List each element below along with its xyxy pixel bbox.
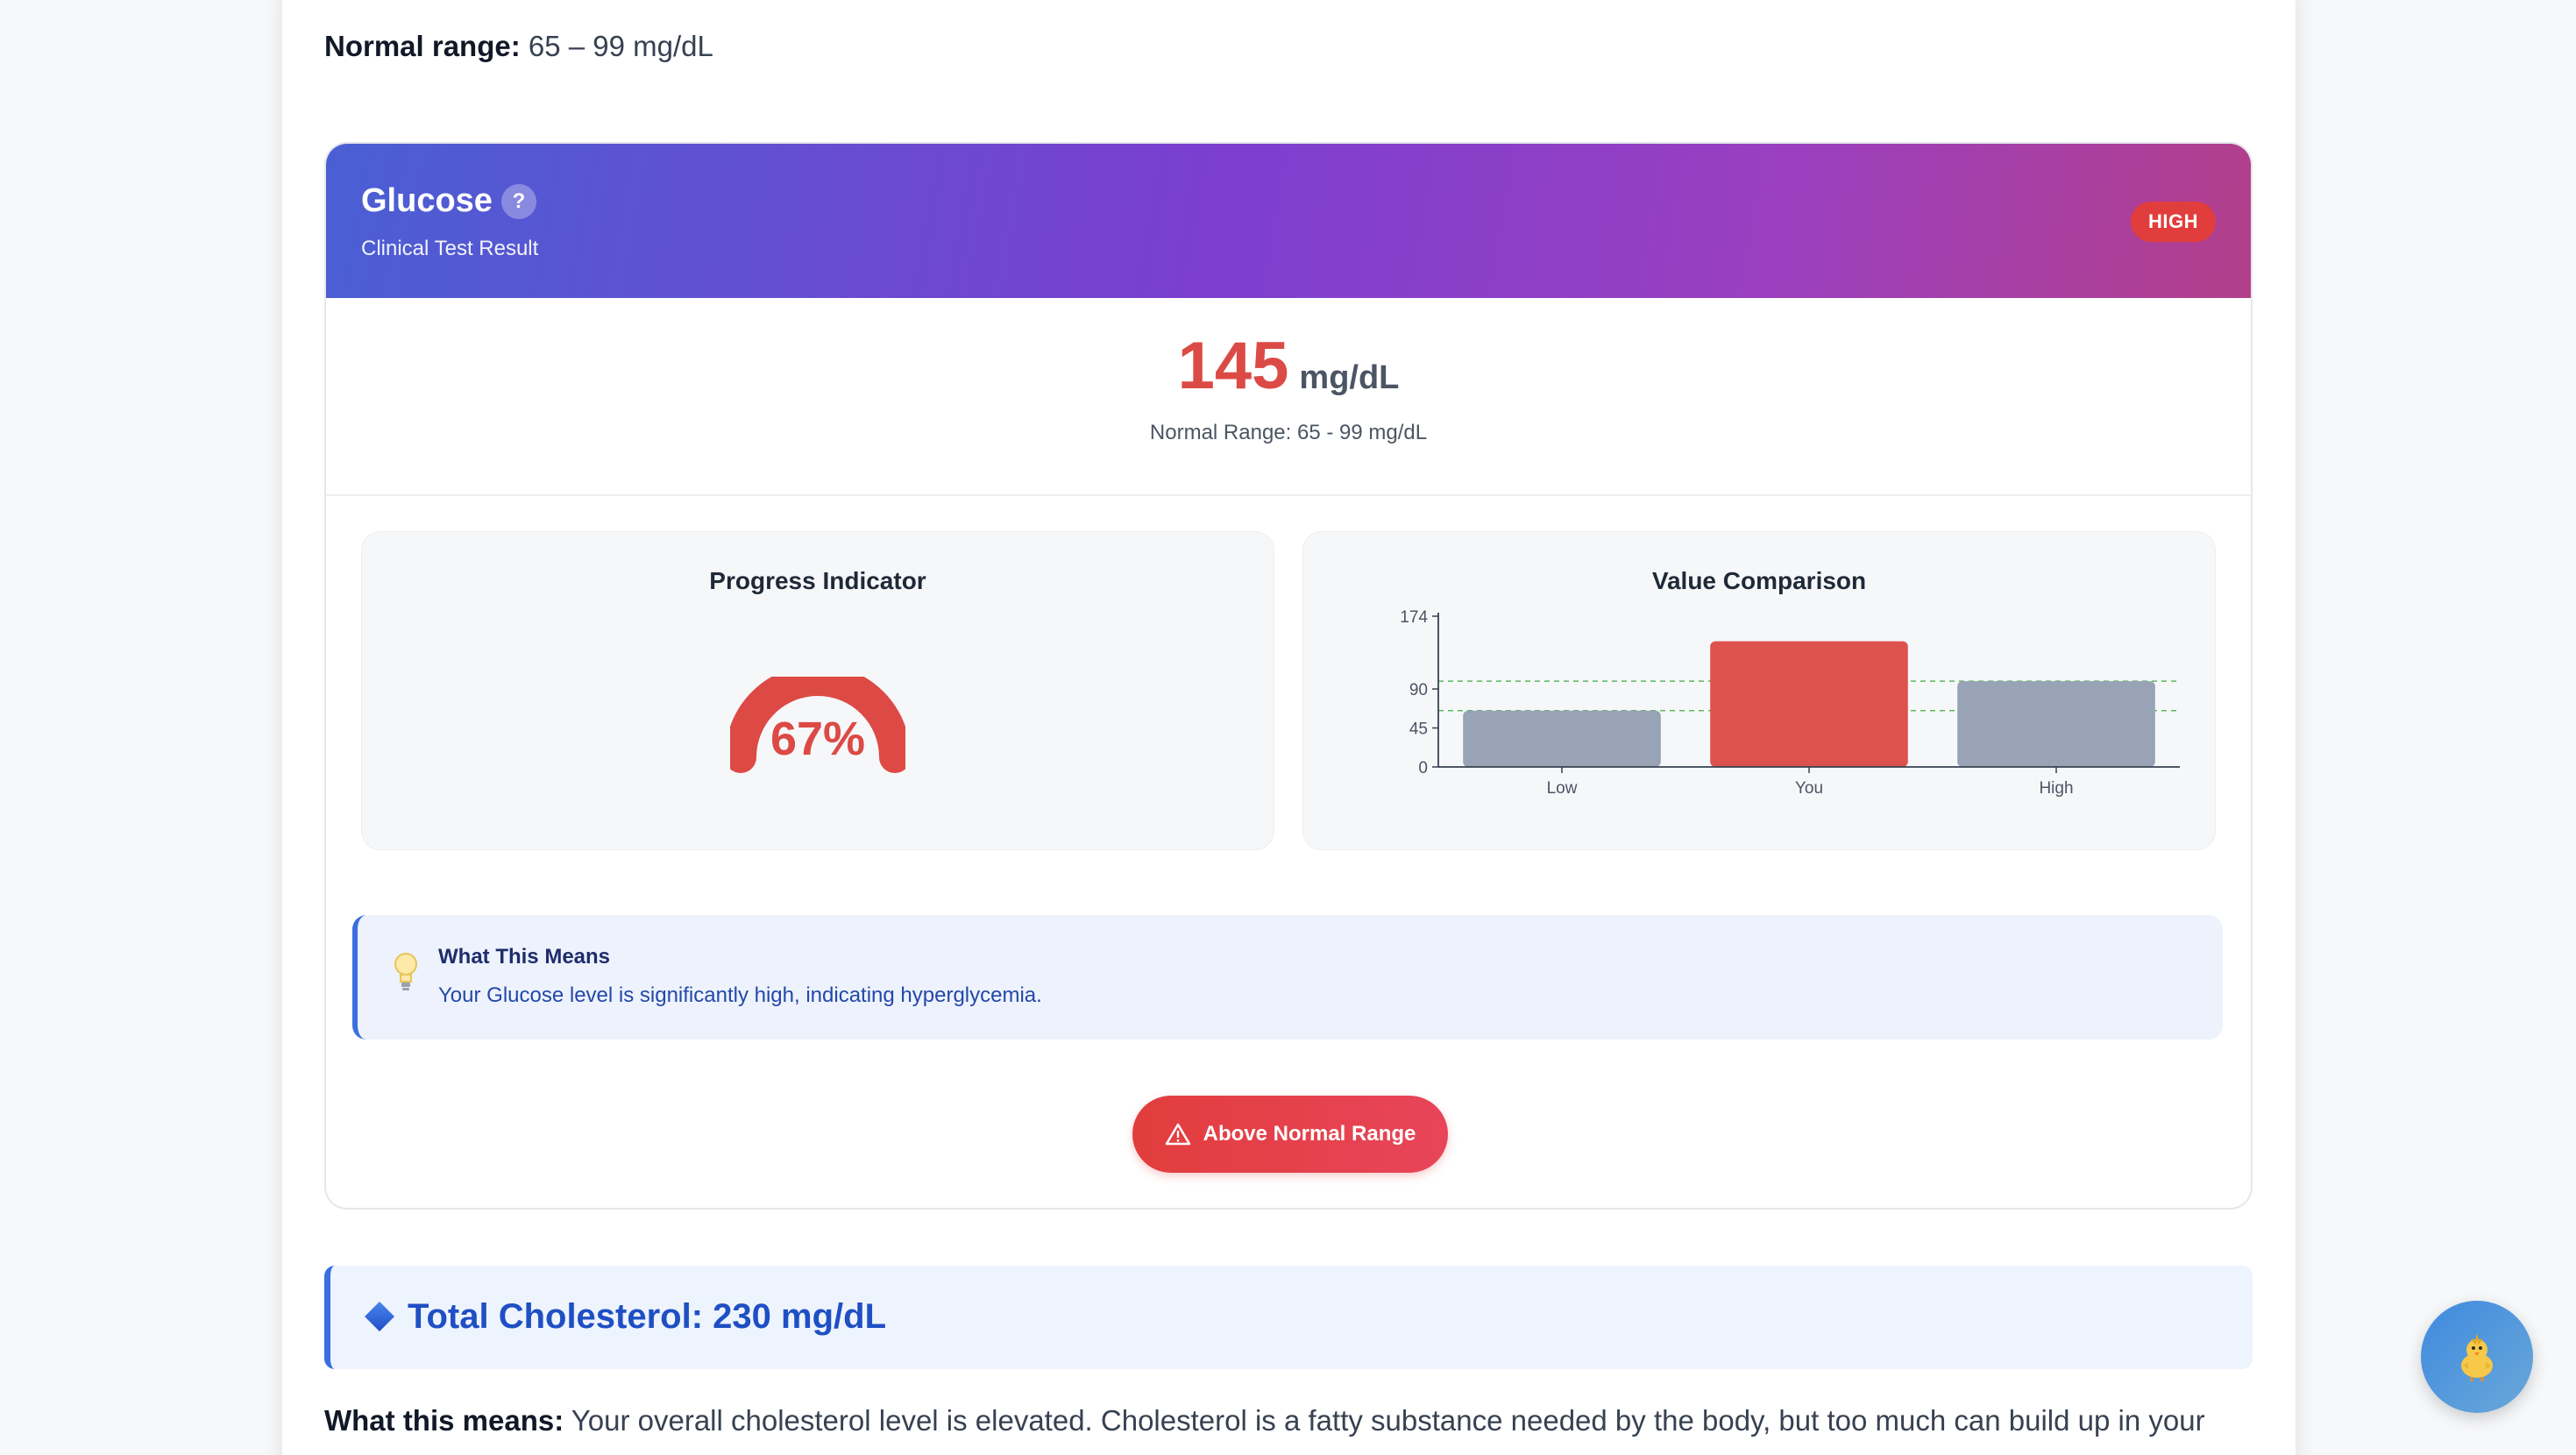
- bar-low: [1463, 710, 1661, 767]
- chick-icon: [2461, 1333, 2493, 1381]
- what-this-means-box: What This Means Your Glucose level is si…: [352, 915, 2223, 1040]
- meaning-label: What this means:: [324, 1404, 564, 1437]
- x-tick-label: You: [1795, 779, 1823, 798]
- test-subtitle: Clinical Test Result: [361, 237, 539, 260]
- glucose-result-card: Glucose ? Clinical Test Result HIGH 145 m…: [324, 142, 2253, 1210]
- test-name: Glucose: [361, 182, 493, 219]
- gauge-percent: 67%: [770, 713, 866, 765]
- lightbulb-icon: [394, 953, 417, 990]
- card-header: Glucose ? Clinical Test Result HIGH: [326, 144, 2251, 298]
- status-badge: HIGH: [2131, 202, 2216, 242]
- divider: [326, 494, 2251, 496]
- y-tick-label: 90: [1409, 681, 1428, 699]
- help-icon[interactable]: ?: [501, 184, 536, 219]
- y-tick-label: 174: [1400, 608, 1428, 627]
- bar-you: [1710, 641, 1908, 767]
- value-comparison-title: Value Comparison: [1651, 567, 1867, 594]
- x-tick-label: High: [2039, 779, 2073, 798]
- above-normal-range-button[interactable]: Above Normal Range: [1132, 1096, 1448, 1173]
- warning-icon: [1165, 1123, 1190, 1146]
- info-text: Your Glucose level is significantly high…: [438, 983, 1042, 1007]
- cholesterol-section-header: Total Cholesterol: 230 mg/dL: [324, 1266, 2253, 1369]
- value-comparison-panel: Value Comparison Low You High 0 45 90 174: [1302, 531, 2216, 850]
- result-value: 145 mg/dL: [326, 328, 2251, 404]
- normal-range-value: 65 – 99 mg/dL: [520, 30, 713, 62]
- cholesterol-meaning: What this means: Your overall cholestero…: [324, 1404, 2270, 1437]
- chat-assistant-button[interactable]: [2421, 1301, 2533, 1413]
- meaning-text: Your overall cholesterol level is elevat…: [564, 1404, 2205, 1437]
- comparison-chart: Low You High 0 45 90 174: [1400, 608, 2180, 798]
- y-tick-label: 45: [1409, 720, 1428, 739]
- info-title: What This Means: [438, 945, 611, 969]
- normal-range-text: Normal Range: 65 - 99 mg/dL: [1149, 421, 1428, 444]
- normal-range-label: Normal range:: [324, 30, 521, 62]
- progress-indicator-title: Progress Indicator: [709, 567, 926, 594]
- button-label: Above Normal Range: [1203, 1122, 1416, 1146]
- diamond-icon: [365, 1302, 394, 1331]
- result-number: 145: [1177, 329, 1289, 403]
- progress-indicator-panel: Progress Indicator 67%: [361, 531, 1274, 850]
- gauge-arc: [725, 664, 911, 773]
- x-tick-label: Low: [1547, 779, 1578, 798]
- result-unit: mg/dL: [1299, 359, 1400, 396]
- previous-normal-range: Normal range: 65 – 99 mg/dL: [324, 30, 713, 63]
- section-title: Total Cholesterol: 230 mg/dL: [408, 1297, 886, 1336]
- y-tick-label: 0: [1418, 759, 1428, 777]
- gauge: 67%: [725, 664, 911, 773]
- bar-high: [1957, 681, 2155, 767]
